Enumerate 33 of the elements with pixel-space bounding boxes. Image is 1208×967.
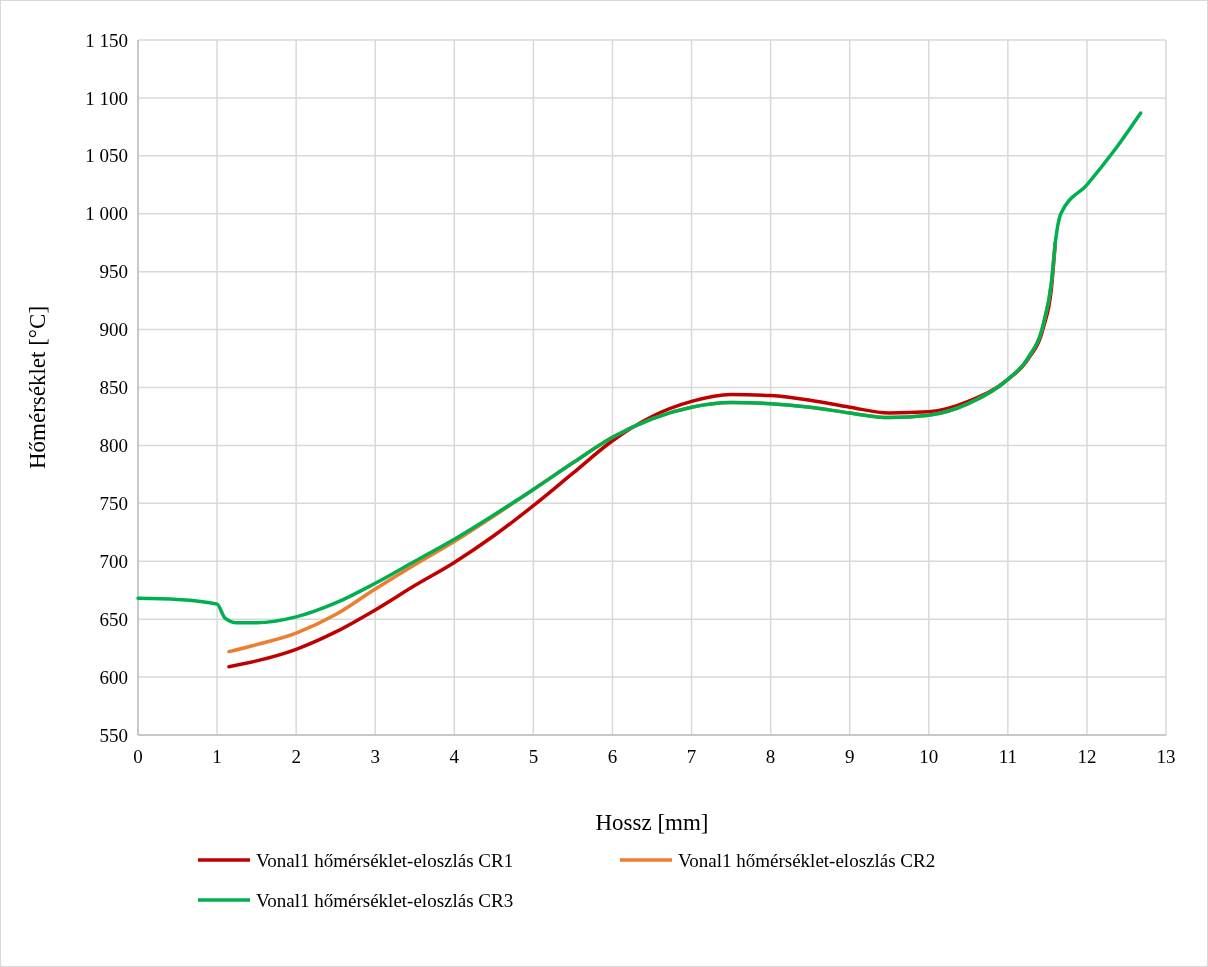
x-tick-label: 0: [133, 746, 143, 767]
x-tick-label: 13: [1156, 746, 1176, 767]
x-tick-label: 7: [686, 746, 697, 767]
y-tick-label: 550: [99, 724, 128, 746]
y-tick-label: 1 100: [85, 87, 128, 109]
x-tick-label: 5: [528, 746, 539, 767]
y-tick-label: 600: [99, 666, 128, 688]
legend-label: Vonal1 hőmérséklet-eloszlás CR2: [678, 849, 936, 871]
x-tick-label: 2: [291, 746, 301, 767]
x-tick-label: 1: [212, 746, 222, 767]
y-tick-label: 750: [99, 492, 128, 514]
x-tick-label: 11: [998, 746, 1017, 767]
y-tick-label: 850: [99, 377, 128, 399]
y-tick-label: 800: [99, 435, 128, 457]
x-tick-label: 6: [607, 746, 618, 767]
y-tick-label: 650: [99, 608, 128, 630]
y-tick-label: 950: [99, 261, 128, 283]
legend-label: Vonal1 hőmérséklet-eloszlás CR1: [256, 849, 514, 871]
x-tick-label: 4: [449, 746, 460, 767]
legend-label: Vonal1 hőmérséklet-eloszlás CR3: [256, 889, 514, 911]
x-tick-label: 12: [1077, 746, 1097, 767]
x-tick-label: 3: [370, 746, 380, 767]
x-tick-label: 10: [919, 746, 939, 767]
y-tick-label: 1 000: [85, 203, 128, 225]
line-series: [136, 111, 1143, 625]
y-tick-label: 900: [99, 319, 128, 341]
y-axis-title: Hőmérséklet [°C]: [25, 305, 50, 470]
y-tick-label: 700: [99, 550, 128, 572]
y-tick-label: 1 050: [85, 145, 128, 167]
x-tick-label: 8: [765, 746, 776, 767]
y-tick-label: 1 150: [85, 29, 128, 51]
x-tick-label: 9: [844, 746, 855, 767]
x-axis-title: Hossz [mm]: [595, 810, 709, 835]
